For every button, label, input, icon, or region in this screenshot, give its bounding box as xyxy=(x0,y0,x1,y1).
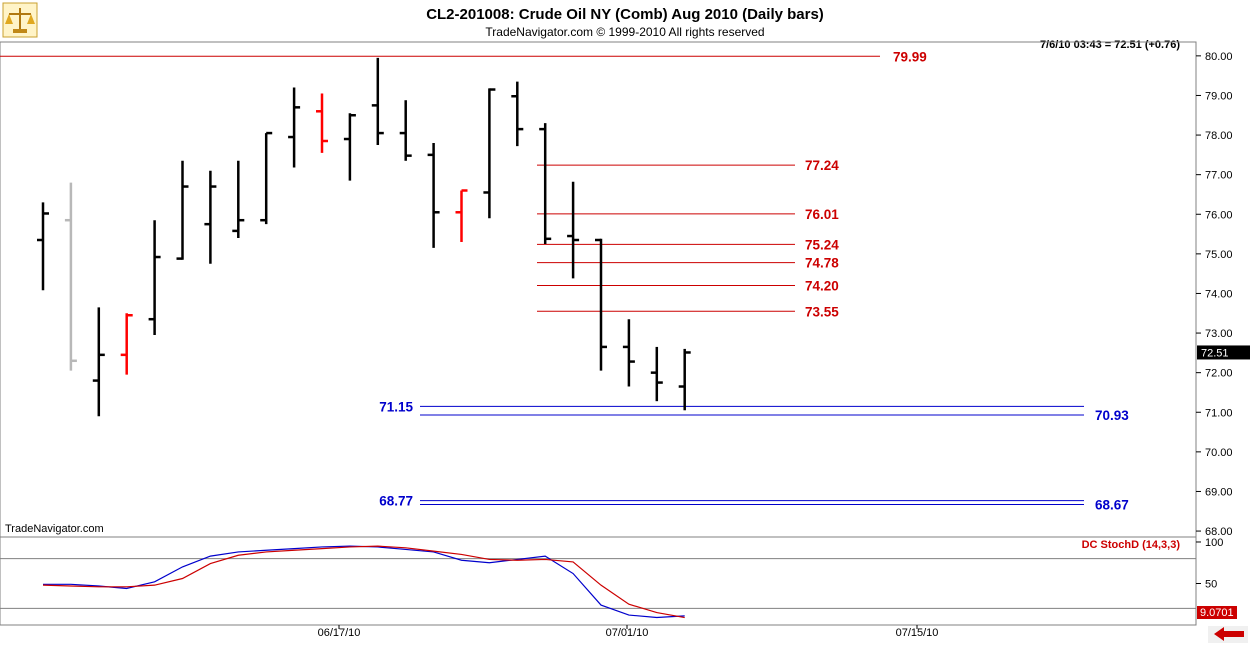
stoch-indicator: 100 50 xyxy=(0,537,1223,619)
price-bar xyxy=(176,160,189,260)
price-bar xyxy=(260,131,273,225)
x-tick-label: 07/01/10 xyxy=(606,627,649,639)
price-bar xyxy=(204,170,217,264)
stoch-value-box xyxy=(1197,606,1237,619)
x-tick-label: 06/17/10 xyxy=(318,627,361,639)
y-tick-label: 69.00 xyxy=(1205,486,1233,498)
level-label: 71.15 xyxy=(379,399,413,414)
price-bar xyxy=(455,189,468,242)
y-tick-label: 72.00 xyxy=(1205,368,1233,380)
stoch-value-label: 9.0701 xyxy=(1200,607,1234,619)
stoch-panel xyxy=(0,536,1197,626)
price-bar xyxy=(343,113,356,181)
trade-navigator-logo-icon xyxy=(2,2,38,38)
price-bar xyxy=(595,238,607,371)
level-label: 77.24 xyxy=(805,158,839,173)
price-bar xyxy=(148,220,161,336)
level-label: 74.20 xyxy=(805,279,839,294)
level-label: 76.01 xyxy=(805,207,839,222)
price-tag: 72.51 xyxy=(1201,347,1229,359)
y-tick-label: 79.00 xyxy=(1205,90,1233,102)
y-tick-label: 73.00 xyxy=(1205,328,1233,340)
price-bar xyxy=(371,57,384,145)
price-bars xyxy=(37,57,691,417)
price-bar xyxy=(64,182,77,371)
y-tick-label: 75.00 xyxy=(1205,249,1233,261)
price-bar xyxy=(650,346,663,402)
stoch-tick-label: 100 xyxy=(1205,537,1223,549)
price-bar xyxy=(483,88,496,219)
x-tick-label: 07/15/10 xyxy=(896,627,939,639)
y-tick-label: 80.00 xyxy=(1205,51,1233,63)
price-levels: 79.99 77.24 76.01 75.24 74.78 74.20 73.55 71.15… xyxy=(0,49,1129,513)
price-bar xyxy=(427,142,440,248)
price-bar xyxy=(288,87,301,168)
y-tick-label: 68.00 xyxy=(1205,526,1233,538)
price-bar xyxy=(622,319,635,387)
level-label: 74.78 xyxy=(805,256,839,271)
scroll-left-arrow-icon[interactable] xyxy=(1208,626,1248,643)
stoch-tick-label: 50 xyxy=(1205,578,1217,590)
price-panel xyxy=(0,41,1197,538)
level-label: 79.99 xyxy=(893,49,927,64)
y-tick-label: 76.00 xyxy=(1205,209,1233,221)
price-bar xyxy=(678,348,691,411)
chart-subtitle: TradeNavigator.com © 1999-2010 All right… xyxy=(485,25,764,39)
price-bar xyxy=(399,100,412,161)
level-label: 73.55 xyxy=(805,304,839,319)
y-tick-label: 77.00 xyxy=(1205,170,1233,182)
price-bar xyxy=(120,313,133,375)
y-tick-label: 78.00 xyxy=(1205,130,1233,142)
price-bar xyxy=(511,81,524,147)
stoch-series-line xyxy=(42,545,685,619)
price-axis: 80.00 79.00 78.00 77.00 76.00 75.00 74.00 73.00… xyxy=(1196,51,1233,538)
y-tick-label: 70.00 xyxy=(1205,447,1233,459)
price-tag-box xyxy=(1197,345,1250,360)
watermark: TradeNavigator.com xyxy=(5,523,104,535)
chart-title: CL2-201008: Crude Oil NY (Comb) Aug 2010… xyxy=(426,6,824,23)
stoch-title: DC StochD (14,3,3) xyxy=(1082,539,1181,551)
date-axis: 06/17/10 07/01/10 07/15/10 xyxy=(318,625,939,639)
price-bar xyxy=(37,202,49,291)
y-tick-label: 71.00 xyxy=(1205,407,1233,419)
price-bar xyxy=(567,181,580,279)
stoch-series-line xyxy=(43,545,685,619)
price-bar xyxy=(316,93,328,153)
price-bar xyxy=(232,160,245,239)
level-label: 68.67 xyxy=(1095,498,1129,513)
level-label: 70.93 xyxy=(1095,408,1129,423)
level-label: 68.77 xyxy=(379,494,413,509)
y-tick-label: 74.00 xyxy=(1205,288,1233,300)
price-bar xyxy=(92,307,105,417)
last-quote: 7/6/10 03:43 = 72.51 (+0.76) xyxy=(1040,39,1180,51)
level-label: 75.24 xyxy=(805,237,839,252)
price-bar xyxy=(539,123,552,244)
